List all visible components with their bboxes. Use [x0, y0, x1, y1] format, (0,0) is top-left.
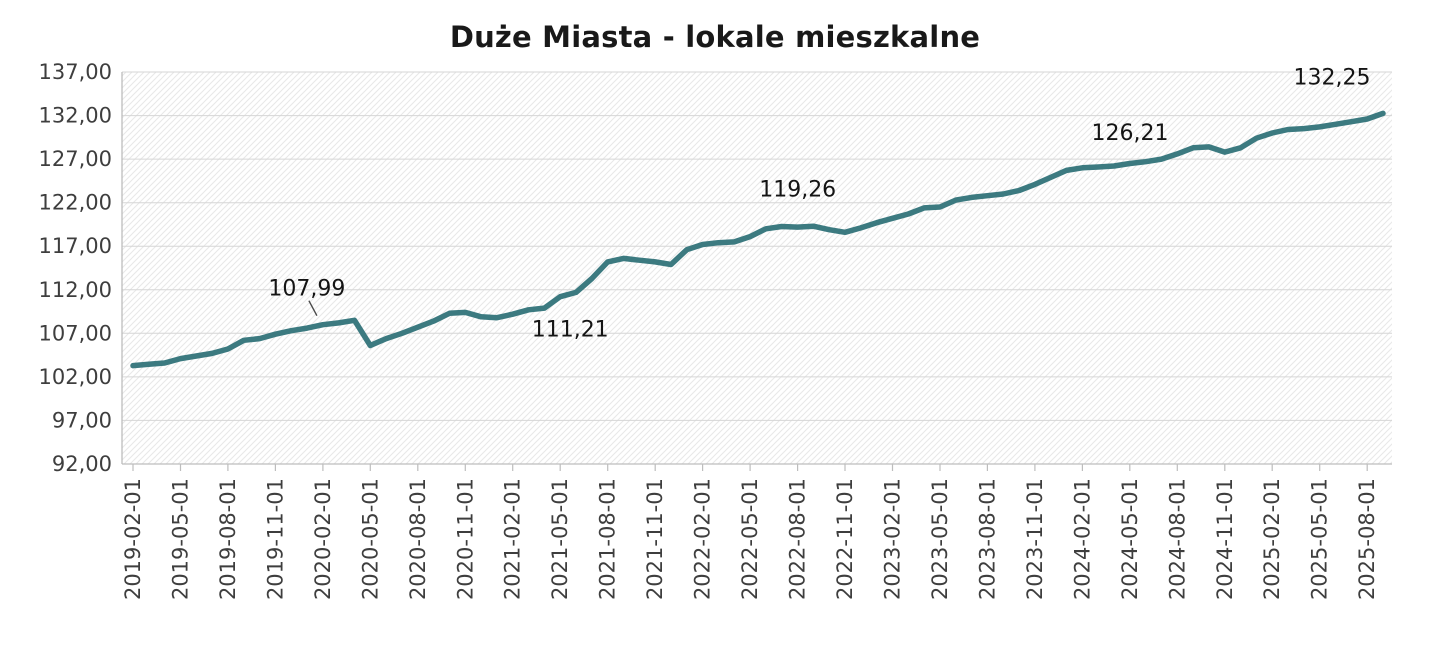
x-tick-label: 2023-02-01 — [881, 478, 905, 600]
y-tick-label: 107,00 — [39, 321, 112, 345]
y-tick-label: 112,00 — [39, 278, 112, 302]
x-tick-label: 2023-08-01 — [975, 478, 999, 600]
x-tick-label: 2021-02-01 — [501, 478, 525, 600]
data-label: 107,99 — [268, 277, 345, 302]
x-tick-label: 2024-08-01 — [1165, 478, 1189, 600]
x-tick-label: 2019-02-01 — [121, 478, 145, 600]
x-tick-label: 2024-02-01 — [1070, 478, 1094, 600]
y-tick-label: 102,00 — [39, 365, 112, 389]
x-tick-label: 2020-02-01 — [311, 478, 335, 600]
y-tick-label: 92,00 — [52, 452, 112, 476]
x-tick-label: 2022-08-01 — [786, 478, 810, 600]
data-label: 132,25 — [1294, 65, 1371, 90]
x-tick-label: 2019-05-01 — [169, 478, 193, 600]
x-tick-label: 2020-11-01 — [453, 478, 477, 600]
plot-area — [122, 72, 1392, 464]
x-tick-label: 2025-05-01 — [1308, 478, 1332, 600]
y-tick-label: 132,00 — [39, 104, 112, 128]
x-tick-label: 2023-05-01 — [928, 478, 952, 600]
x-tick-label: 2019-11-01 — [263, 478, 287, 600]
y-tick-label: 122,00 — [39, 191, 112, 215]
chart-title: Duże Miasta - lokale mieszkalne — [449, 20, 981, 54]
x-tick-label: 2022-02-01 — [691, 478, 715, 600]
x-tick-label: 2024-11-01 — [1213, 478, 1237, 600]
x-tick-label: 2019-08-01 — [216, 478, 240, 600]
x-tick-label: 2021-05-01 — [548, 478, 572, 600]
annotation-leader — [308, 300, 318, 317]
x-tick-label: 2021-11-01 — [643, 478, 667, 600]
x-tick-label: 2025-02-01 — [1260, 478, 1284, 600]
x-tick-label: 2025-08-01 — [1355, 478, 1379, 600]
x-tick-label: 2024-05-01 — [1118, 478, 1142, 600]
y-tick-label: 117,00 — [39, 234, 112, 258]
data-label: 111,21 — [532, 318, 609, 343]
series-line — [130, 110, 1386, 369]
y-tick-label: 137,00 — [39, 60, 112, 84]
data-label: 126,21 — [1092, 121, 1169, 146]
x-tick-label: 2020-05-01 — [358, 478, 382, 600]
x-tick-label: 2023-11-01 — [1023, 478, 1047, 600]
y-tick-label: 127,00 — [39, 147, 112, 171]
x-tick-label: 2020-08-01 — [406, 478, 430, 600]
x-tick-label: 2022-05-01 — [738, 478, 762, 600]
x-tick-label: 2022-11-01 — [833, 478, 857, 600]
x-tick-label: 2021-08-01 — [596, 478, 620, 600]
y-tick-label: 97,00 — [52, 408, 112, 432]
data-label: 119,26 — [759, 178, 836, 203]
